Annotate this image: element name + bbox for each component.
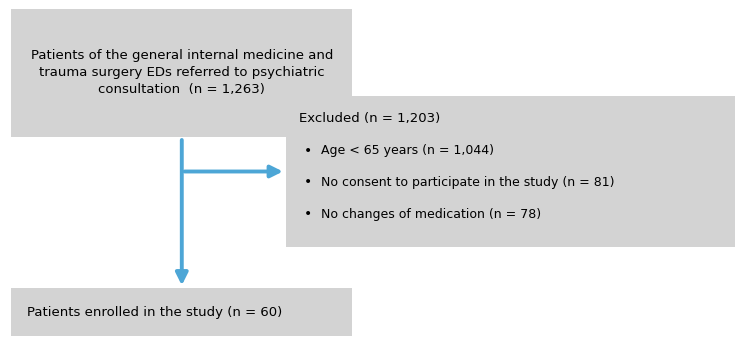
Text: Patients of the general internal medicine and
trauma surgery EDs referred to psy: Patients of the general internal medicin… bbox=[30, 49, 333, 96]
Text: •: • bbox=[304, 144, 312, 158]
Text: Age < 65 years (n = 1,044): Age < 65 years (n = 1,044) bbox=[321, 144, 494, 157]
Text: Excluded (n = 1,203): Excluded (n = 1,203) bbox=[299, 112, 440, 125]
Text: •: • bbox=[304, 176, 312, 189]
FancyBboxPatch shape bbox=[11, 9, 352, 137]
Text: Patients enrolled in the study (n = 60): Patients enrolled in the study (n = 60) bbox=[27, 306, 283, 319]
Text: No changes of medication (n = 78): No changes of medication (n = 78) bbox=[321, 208, 542, 221]
Text: •: • bbox=[304, 207, 312, 221]
FancyBboxPatch shape bbox=[11, 288, 352, 336]
Text: No consent to participate in the study (n = 81): No consent to participate in the study (… bbox=[321, 176, 615, 189]
FancyBboxPatch shape bbox=[286, 96, 735, 247]
